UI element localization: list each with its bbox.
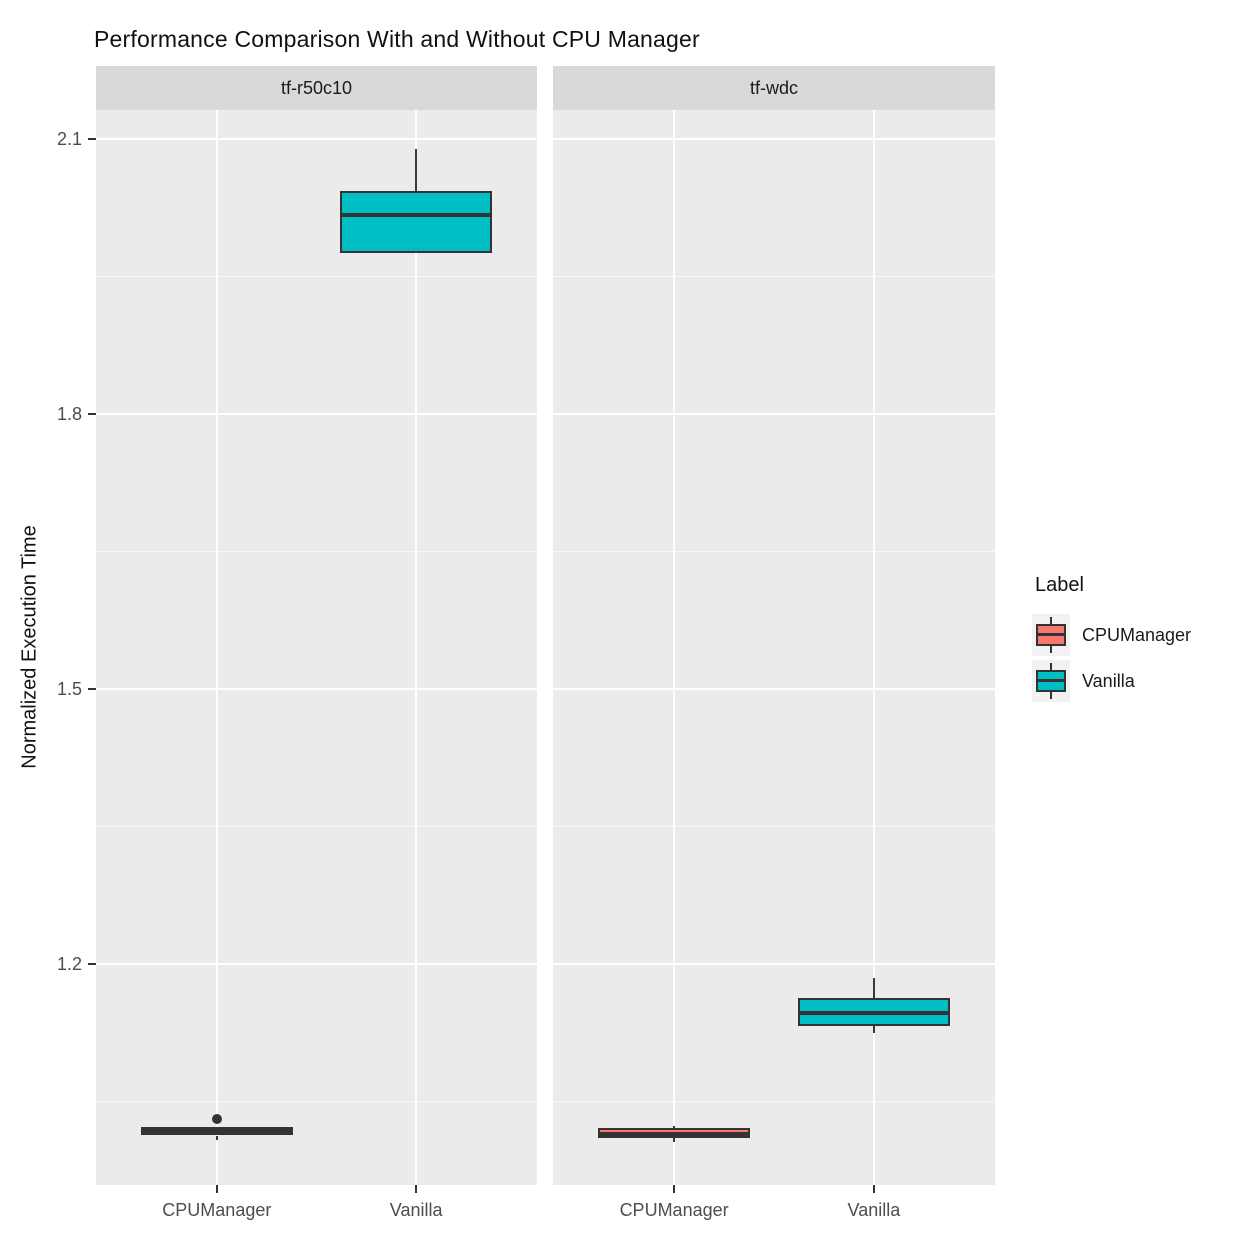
gridline-major-h (553, 413, 995, 416)
x-tick-label: Vanilla (847, 1200, 901, 1220)
gridline-minor-h (553, 1101, 995, 1103)
legend-item-vanilla: Vanilla (1032, 660, 1191, 702)
y-tick-label: 2.1 (56, 129, 82, 150)
x-tick (673, 1185, 676, 1193)
x-tick (415, 1185, 418, 1193)
x-tick (872, 1185, 875, 1193)
gridline-major-h (96, 413, 537, 416)
boxplot-key-icon (1032, 660, 1070, 702)
legend-item-cpumanager: CPUManager (1032, 614, 1191, 656)
median-line (340, 213, 493, 218)
whisker-upper (872, 977, 875, 999)
whisker-lower (872, 1025, 875, 1033)
gridline-minor-h (553, 551, 995, 553)
legend-title: Label (1035, 574, 1084, 596)
y-tick-label: 1.5 (56, 679, 82, 700)
facet-strip: tf-wdc (553, 66, 995, 110)
x-tick-label: CPUManager (162, 1200, 272, 1220)
gridline-minor-h (96, 826, 537, 828)
median-line (797, 1010, 950, 1015)
y-tick (88, 413, 96, 416)
gridline-major-v (872, 110, 875, 1185)
gridline-minor-h (96, 551, 537, 553)
x-tick-label: Vanilla (389, 1200, 443, 1220)
y-tick (88, 963, 96, 966)
gridline-major-h (96, 138, 537, 141)
x-tick (215, 1185, 218, 1193)
y-tick (88, 688, 96, 691)
y-tick-label: 1.2 (56, 954, 82, 975)
y-tick (88, 138, 96, 141)
gridline-major-h (553, 963, 995, 966)
gridline-major-h (553, 688, 995, 691)
whisker-upper (415, 149, 418, 191)
median-line (140, 1128, 293, 1133)
whisker-upper (673, 1126, 676, 1129)
boxplot-key-icon (1032, 614, 1070, 656)
boxplot-box (340, 190, 493, 253)
key-median (1038, 633, 1064, 636)
y-tick-label: 1.8 (56, 404, 82, 425)
whisker-lower (673, 1138, 676, 1142)
gridline-major-h (96, 688, 537, 691)
gridline-minor-h (553, 276, 995, 278)
gridline-minor-h (96, 1101, 537, 1103)
panel-background (96, 110, 537, 1185)
gridline-major-v (415, 110, 418, 1185)
outlier-point (211, 1114, 222, 1124)
gridline-minor-h (553, 826, 995, 828)
chart-title: Performance Comparison With and Without … (94, 26, 700, 52)
x-tick-label: CPUManager (619, 1200, 729, 1220)
gridline-major-h (553, 138, 995, 141)
legend-label: CPUManager (1082, 624, 1192, 645)
gridline-major-h (96, 963, 537, 966)
whisker-lower (215, 1135, 218, 1141)
legend-label: Vanilla (1082, 670, 1135, 691)
gridline-major-v (215, 110, 218, 1185)
facet-strip: tf-r50c10 (96, 66, 537, 110)
key-median (1038, 679, 1064, 682)
gridline-major-v (673, 110, 676, 1185)
median-line (598, 1131, 751, 1136)
gridline-minor-h (96, 276, 537, 278)
legend: Label CPUManager Vanilla (1032, 574, 1191, 706)
